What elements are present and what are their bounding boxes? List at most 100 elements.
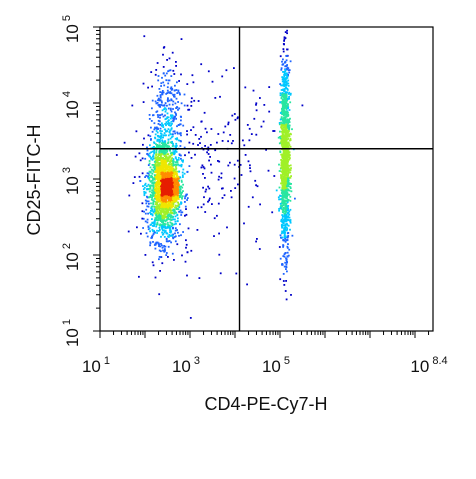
event-point: [172, 187, 174, 190]
event-point: [282, 99, 285, 102]
event-point: [153, 122, 156, 125]
event-point: [278, 208, 280, 210]
event-point: [288, 151, 291, 154]
event-point: [288, 126, 290, 129]
event-point: [208, 197, 211, 200]
event-point: [161, 139, 163, 142]
event-point: [167, 180, 169, 183]
event-point: [282, 273, 285, 275]
event-point: [170, 241, 172, 244]
event-point: [286, 89, 289, 91]
event-point: [153, 224, 156, 226]
event-point: [224, 125, 227, 128]
event-point: [289, 157, 291, 159]
event-point: [153, 151, 156, 154]
event-point: [145, 208, 148, 211]
event-point: [281, 129, 284, 132]
event-point: [160, 135, 162, 138]
event-point: [188, 165, 191, 167]
event-point: [234, 187, 237, 189]
event-point: [153, 223, 156, 225]
event-point: [152, 202, 154, 204]
event-point: [287, 148, 290, 151]
event-point: [180, 234, 182, 237]
event-point: [172, 130, 175, 133]
event-point: [185, 243, 188, 246]
event-point: [168, 160, 171, 163]
event-point: [286, 236, 289, 239]
event-point: [283, 284, 286, 286]
event-point: [154, 127, 157, 130]
event-point: [154, 100, 157, 103]
event-point: [253, 117, 256, 120]
event-point: [167, 192, 169, 194]
event-point: [154, 171, 156, 174]
event-point: [285, 239, 287, 242]
event-point: [281, 180, 284, 183]
event-point: [171, 157, 173, 159]
event-point: [156, 232, 158, 234]
event-point: [163, 176, 166, 178]
event-point: [163, 166, 165, 169]
event-point: [176, 173, 178, 175]
event-point: [179, 188, 182, 191]
event-point: [158, 227, 161, 229]
event-point: [177, 163, 179, 166]
event-point: [227, 123, 230, 126]
event-point: [151, 85, 153, 88]
event-point: [166, 148, 168, 151]
event-point: [175, 151, 178, 153]
event-point: [155, 69, 158, 71]
event-point: [281, 135, 284, 138]
event-point: [162, 160, 164, 163]
event-point: [285, 94, 288, 96]
event-point: [150, 202, 152, 205]
event-point: [263, 104, 266, 106]
event-point: [152, 224, 154, 227]
event-point: [281, 194, 284, 197]
event-point: [166, 175, 169, 177]
event-point: [180, 181, 183, 183]
event-point: [155, 225, 158, 228]
event-point: [157, 153, 160, 156]
event-point: [170, 117, 172, 120]
event-point: [157, 197, 159, 199]
event-point: [150, 138, 152, 140]
event-point: [164, 216, 166, 218]
event-point: [286, 32, 288, 35]
event-point: [159, 270, 161, 272]
event-point: [290, 183, 292, 185]
event-point: [285, 65, 288, 68]
event-point: [176, 92, 179, 94]
event-point: [278, 163, 280, 166]
event-point: [190, 249, 193, 252]
event-point: [156, 221, 159, 224]
event-point: [287, 183, 290, 185]
event-point: [189, 317, 192, 319]
event-point: [233, 163, 236, 166]
event-point: [191, 74, 194, 77]
event-point: [159, 209, 162, 212]
event-point: [244, 86, 247, 89]
event-point: [283, 73, 285, 76]
event-point: [288, 121, 291, 123]
event-point: [281, 136, 284, 139]
event-point: [204, 190, 207, 193]
event-point: [190, 105, 193, 107]
event-point: [205, 188, 208, 191]
event-point: [287, 235, 290, 237]
event-point: [162, 171, 164, 174]
event-point: [207, 70, 210, 73]
event-point: [284, 203, 286, 205]
event-point: [278, 246, 281, 248]
event-point: [225, 69, 228, 72]
event-point: [180, 73, 182, 76]
event-point: [167, 141, 170, 143]
event-point: [281, 160, 284, 163]
event-point: [282, 78, 285, 81]
event-point: [169, 192, 171, 195]
event-point: [233, 67, 235, 69]
event-point: [200, 63, 203, 66]
event-point: [282, 170, 285, 173]
event-point: [286, 66, 289, 69]
